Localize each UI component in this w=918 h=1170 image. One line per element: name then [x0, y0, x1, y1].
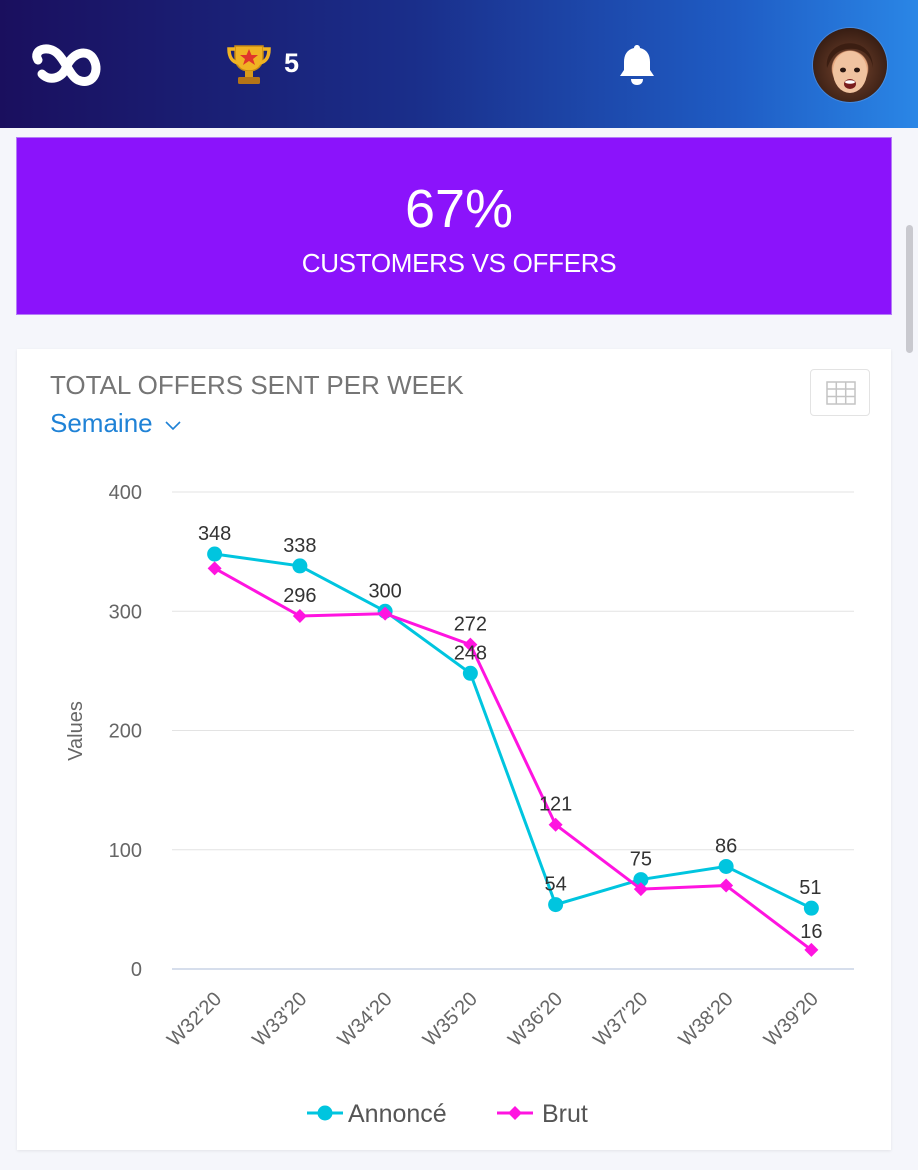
x-tick-label: W37'20: [589, 988, 652, 1051]
data-label: 121: [539, 794, 572, 816]
data-point: [548, 897, 564, 913]
data-label: 272: [454, 614, 487, 636]
x-tick-label: W33'20: [248, 988, 311, 1051]
y-tick-label: 300: [109, 601, 142, 623]
trophy-count: 5: [284, 48, 300, 78]
chart-title: TOTAL OFFERS SENT PER WEEK: [50, 370, 464, 400]
legend-marker: [317, 1105, 333, 1121]
data-point: [718, 858, 734, 874]
data-point: [462, 665, 478, 681]
x-tick-label: W36'20: [504, 988, 567, 1051]
data-point: [292, 609, 307, 624]
data-point: [378, 606, 393, 621]
data-label: 75: [630, 849, 652, 871]
kpi-banner: [16, 137, 892, 315]
table-view-button[interactable]: [810, 369, 870, 416]
chart-card: [17, 349, 891, 1150]
y-tick-label: 0: [131, 959, 142, 981]
data-label: 300: [368, 580, 401, 602]
data-point: [463, 637, 478, 652]
data-point: [804, 942, 819, 957]
chevron-down-icon[interactable]: [163, 418, 183, 432]
trophy-icon: [227, 45, 271, 84]
data-point: [803, 900, 819, 916]
data-point: [548, 817, 563, 832]
period-dropdown[interactable]: Semaine: [50, 408, 153, 438]
page-scrollbar[interactable]: [906, 225, 913, 353]
kpi-value: 67%: [404, 179, 514, 239]
y-tick-label: 400: [109, 482, 142, 504]
logo-icon[interactable]: [30, 38, 102, 92]
legend-label: Brut: [542, 1100, 588, 1128]
data-label: 16: [800, 921, 822, 943]
data-point: [207, 561, 222, 576]
x-tick-label: W38'20: [675, 988, 738, 1051]
data-label: 296: [283, 585, 316, 607]
data-label: 51: [799, 877, 821, 899]
x-tick-label: W34'20: [334, 988, 397, 1051]
data-label: 338: [283, 535, 316, 557]
avatar[interactable]: [813, 28, 887, 102]
kpi-label: CUSTOMERS VS OFFERS: [301, 248, 617, 278]
top-bar: 5: [0, 0, 918, 128]
data-label: 248: [454, 642, 487, 664]
legend-marker: [508, 1106, 522, 1120]
x-tick-label: W32'20: [163, 988, 226, 1051]
data-point: [292, 558, 308, 574]
y-tick-label: 200: [109, 721, 142, 743]
data-label: 86: [715, 835, 737, 857]
x-tick-label: W39'20: [760, 988, 823, 1051]
series-line: [214, 552, 813, 910]
x-tick-label: W35'20: [419, 988, 482, 1051]
data-point: [719, 878, 734, 893]
data-label: 54: [545, 874, 567, 896]
data-point: [633, 872, 649, 888]
data-point: [207, 546, 223, 562]
bell-icon[interactable]: [617, 42, 657, 88]
y-tick-label: 100: [109, 840, 142, 862]
y-axis-label: Values: [65, 701, 87, 761]
data-point: [633, 882, 648, 897]
table-grid-icon: [826, 381, 856, 405]
legend-label: Annoncé: [348, 1100, 447, 1128]
series-line: [213, 567, 813, 952]
data-label: 348: [198, 523, 231, 545]
